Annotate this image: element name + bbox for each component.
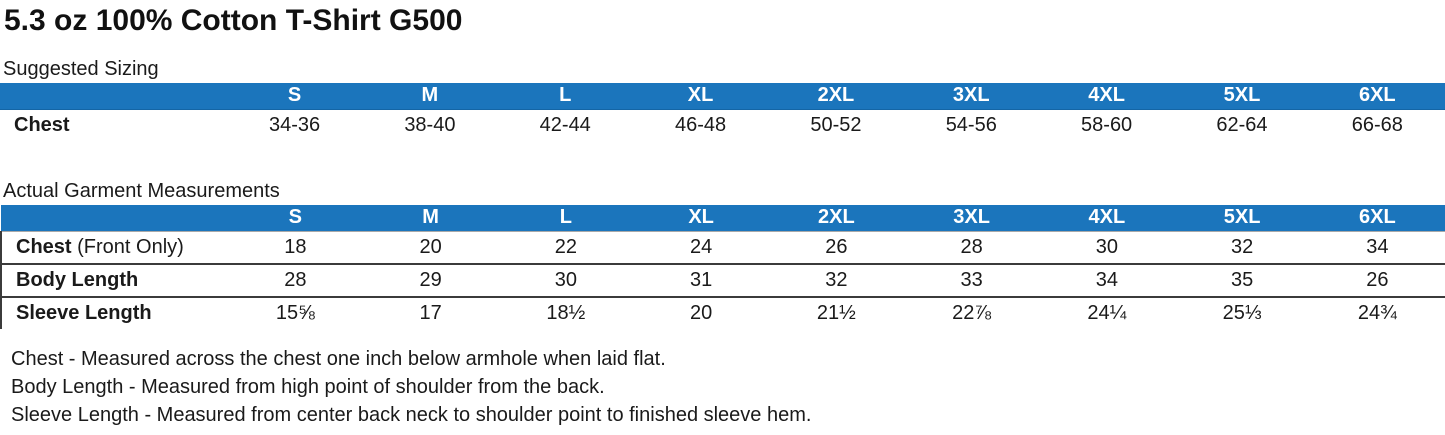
- row-label-text: Chest: [14, 113, 70, 136]
- page-title: 5.3 oz 100% Cotton T-Shirt G500: [4, 4, 463, 37]
- size-header-row: S M L XL 2XL 3XL 4XL 5XL 6XL: [0, 82, 1445, 110]
- size-column-header: M: [362, 82, 498, 110]
- measurement-row: Chest (Front Only) 18 20 22 24 26 28 30 32 34: [0, 231, 1445, 264]
- footnote-body-length: Body Length - Measured from high point o…: [11, 375, 605, 398]
- measurement-cell: 29: [362, 262, 499, 297]
- size-column-header: M: [362, 204, 499, 232]
- measurement-cell: 26: [825, 235, 848, 258]
- row-label-header: [0, 82, 227, 110]
- size-column-header: 4XL: [1038, 82, 1175, 110]
- measurement-cell: 34: [1366, 235, 1389, 258]
- size-column-header: S: [227, 204, 363, 232]
- size-column-header: XL: [632, 82, 769, 110]
- row-label-text: Chest: [16, 235, 72, 258]
- row-label-header: [1, 204, 228, 232]
- measurement-cell: 20: [419, 235, 442, 258]
- measurement-cell: 62-64: [1216, 113, 1268, 136]
- measurement-cell: 17: [362, 295, 499, 329]
- size-header-row: S M L XL 2XL 3XL 4XL 5XL 6XL: [1, 204, 1445, 232]
- measurement-cell: 35: [1174, 262, 1310, 297]
- measurement-cell: 30: [1095, 235, 1118, 258]
- measurement-cell: 33: [903, 262, 1040, 297]
- measurement-cell: 32: [1230, 235, 1254, 258]
- measurement-cell: 20: [633, 295, 769, 329]
- measurement-cell: 31: [633, 262, 769, 297]
- measurement-cell: 34-36: [268, 113, 321, 136]
- measurement-cell: 46-48: [675, 113, 727, 136]
- actual-measurements-label: Actual Garment Measurements: [3, 179, 280, 202]
- row-label-text: Body Length: [16, 268, 139, 291]
- measurement-cell: 54-56: [945, 113, 997, 136]
- measurement-cell: 28: [227, 262, 363, 297]
- size-column-header: 3XL: [903, 82, 1039, 110]
- size-column-header: 2XL: [768, 204, 904, 232]
- row-label: Sleeve Length: [0, 295, 228, 329]
- measurement-cell: 28: [960, 235, 983, 258]
- row-label: Chest (Front Only): [0, 231, 228, 264]
- measurement-cell: 66-68: [1351, 113, 1403, 136]
- row-label: Chest: [0, 109, 227, 141]
- row-label-suffix: (Front Only): [71, 235, 184, 258]
- size-column-header: S: [226, 82, 363, 110]
- measurement-row: Sleeve Length 15⅝ 17 18½ 20 21½ 22⅞ 24¼ 25⅓ 24¾: [0, 295, 1445, 329]
- footnotes: Chest - Measured across the chest one in…: [0, 345, 1445, 429]
- size-column-header: 2XL: [768, 82, 904, 110]
- size-column-header: 3XL: [903, 204, 1040, 232]
- measurement-row: Body Length 28 29 30 31 32 33 34 35 26: [0, 262, 1445, 297]
- measurement-cell: 22: [554, 235, 577, 258]
- measurement-cell: 18: [284, 235, 307, 258]
- size-column-header: 6XL: [1309, 204, 1445, 232]
- footnote-sleeve-length: Sleeve Length - Measured from center bac…: [11, 403, 812, 426]
- measurement-cell: 22⅞: [903, 295, 1040, 329]
- measurement-cell: 24¼: [1039, 295, 1175, 329]
- measurement-cell: 24: [689, 235, 713, 258]
- measurement-cell: 34: [1039, 262, 1175, 297]
- row-label: Body Length: [0, 262, 228, 297]
- size-column-header: 6XL: [1309, 82, 1445, 110]
- actual-measurements-table: S M L XL 2XL 3XL 4XL 5XL 6XL Chest (Front Only) 18…: [0, 204, 1445, 329]
- measurement-cell: 25⅓: [1174, 295, 1310, 329]
- measurement-cell: 42-44: [539, 113, 591, 136]
- measurement-cell: 30: [498, 262, 634, 297]
- suggested-sizing-table: S M L XL 2XL 3XL 4XL 5XL 6XL Chest 34-36 38-40 42-44…: [0, 82, 1445, 141]
- measurement-cell: 24¾: [1309, 295, 1445, 329]
- row-label-text: Sleeve Length: [16, 301, 152, 324]
- measurement-cell: 32: [768, 262, 904, 297]
- measurement-cell: 21½: [768, 295, 904, 329]
- measurement-cell: 38-40: [404, 113, 456, 136]
- measurement-cell: 18½: [498, 295, 634, 329]
- size-column-header: 4XL: [1039, 204, 1175, 232]
- size-column-header: L: [497, 82, 633, 110]
- measurement-cell: 26: [1309, 262, 1445, 297]
- measurement-cell: 15⅝: [227, 295, 363, 329]
- size-column-header: 5XL: [1174, 82, 1310, 110]
- measurement-row: Chest 34-36 38-40 42-44 46-48 50-52 54-56 58-60…: [0, 109, 1445, 141]
- measurement-cell: 58-60: [1081, 113, 1133, 136]
- footnote-chest: Chest - Measured across the chest one in…: [11, 347, 666, 370]
- size-column-header: XL: [633, 204, 769, 232]
- measurement-cell: 50-52: [810, 113, 862, 136]
- suggested-sizing-label: Suggested Sizing: [3, 57, 159, 80]
- size-column-header: 5XL: [1174, 204, 1310, 232]
- size-column-header: L: [498, 204, 634, 232]
